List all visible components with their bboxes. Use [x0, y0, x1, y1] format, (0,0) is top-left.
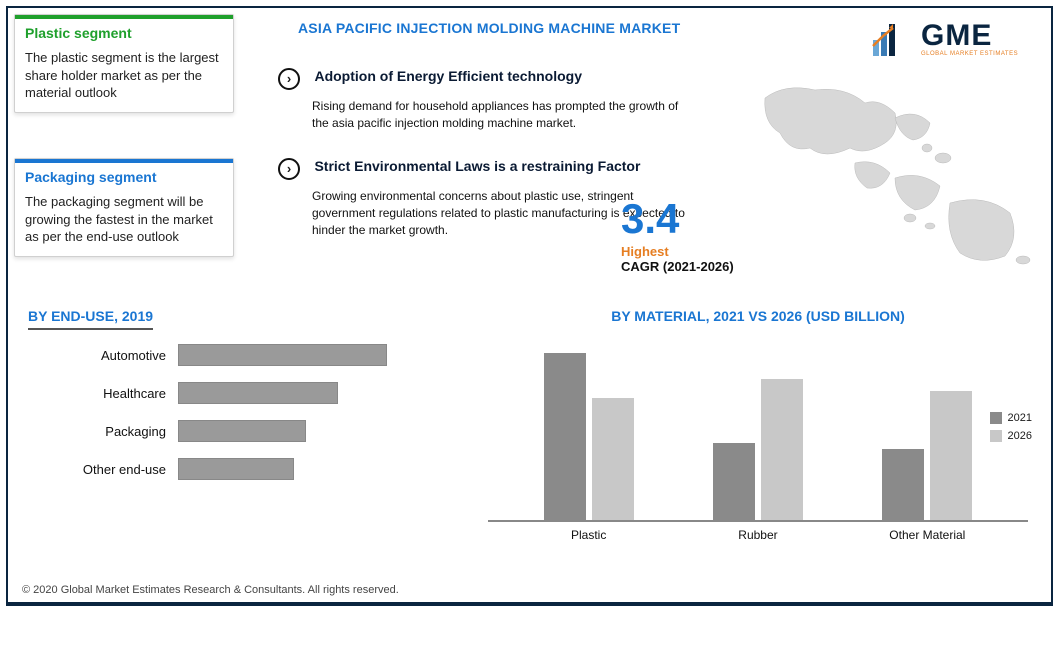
legend-label: 2026 [1008, 430, 1032, 442]
vbar [544, 353, 586, 520]
chevron-icon: › [278, 68, 300, 90]
hbar-label: Other end-use [28, 462, 178, 477]
callout-title: Packaging segment [25, 169, 223, 185]
hbar-fill [178, 382, 338, 404]
hbar-track [178, 458, 468, 480]
detail-adoption: › Adoption of Energy Efficient technolog… [278, 68, 698, 132]
logo-icon [871, 20, 915, 58]
callout-body: The packaging segment will be growing th… [25, 193, 223, 246]
vbar-category-label: Rubber [738, 528, 777, 542]
vbar [930, 391, 972, 520]
cagr-label-period: CAGR (2021-2026) [621, 259, 751, 274]
vbar-group: Rubber [673, 379, 842, 520]
legend-row: 2021 [990, 412, 1032, 424]
vbar-group: Other Material [843, 391, 1012, 520]
vbar-group: Plastic [504, 353, 673, 520]
logo-text-wrap: GME GLOBAL MARKET ESTIMATES [921, 21, 1018, 57]
vbar-category-label: Other Material [889, 528, 965, 542]
hbar-row: Automotive [28, 344, 468, 366]
callout-accent-bar [15, 159, 233, 163]
cagr-stat: 3.4 Highest CAGR (2021-2026) [621, 198, 751, 274]
hbar-track [178, 382, 468, 404]
callout-packaging-segment: Packaging segment The packaging segment … [14, 158, 234, 257]
vbar-chart-body: PlasticRubberOther Material20212026 [488, 342, 1028, 522]
hbar-fill [178, 420, 306, 442]
legend-swatch [990, 412, 1002, 424]
hbar-track [178, 344, 468, 366]
detail-title: Strict Environmental Laws is a restraini… [314, 158, 640, 174]
vbar [592, 398, 634, 520]
end-use-chart: BY END-USE, 2019 Automotive Healthcare Pac… [28, 308, 468, 496]
hbar-label: Packaging [28, 424, 178, 439]
hbar-track [178, 420, 468, 442]
vbar [882, 449, 924, 520]
callout-body: The plastic segment is the largest share… [25, 49, 223, 102]
legend-row: 2026 [990, 430, 1032, 442]
hbar-fill [178, 458, 294, 480]
callout-title: Plastic segment [25, 25, 223, 41]
cagr-value: 3.4 [621, 198, 751, 240]
hbar-row: Packaging [28, 420, 468, 442]
callout-plastic-segment: Plastic segment The plastic segment is t… [14, 14, 234, 113]
callout-accent-bar [15, 15, 233, 19]
logo-block: GME GLOBAL MARKET ESTIMATES [871, 14, 1031, 64]
material-chart: BY MATERIAL, 2021 VS 2026 (USD BILLION) … [488, 308, 1028, 522]
hbar-label: Healthcare [28, 386, 178, 401]
copyright-text: © 2020 Global Market Estimates Research … [22, 584, 399, 596]
hbar-chart-body: Automotive Healthcare Packaging Other end-u… [28, 344, 468, 480]
infographic-frame: GME GLOBAL MARKET ESTIMATES Plastic segm… [6, 6, 1053, 606]
page-title: ASIA PACIFIC INJECTION MOLDING MACHINE M… [298, 20, 680, 36]
detail-title: Adoption of Energy Efficient technology [314, 68, 582, 84]
vbar [761, 379, 803, 520]
hbar-row: Other end-use [28, 458, 468, 480]
logo-text: GME [921, 21, 1018, 51]
chart-legend: 2021 2026 [990, 412, 1032, 448]
logo-subtext: GLOBAL MARKET ESTIMATES [921, 51, 1018, 57]
legend-swatch [990, 430, 1002, 442]
chart-title: BY MATERIAL, 2021 VS 2026 (USD BILLION) [488, 308, 1028, 332]
chart-title: BY END-USE, 2019 [28, 308, 153, 330]
legend-label: 2021 [1008, 412, 1032, 424]
hbar-fill [178, 344, 387, 366]
hbar-row: Healthcare [28, 382, 468, 404]
hbar-label: Automotive [28, 348, 178, 363]
vbar [713, 443, 755, 520]
chevron-icon: › [278, 158, 300, 180]
vbar-category-label: Plastic [571, 528, 606, 542]
cagr-label-highest: Highest [621, 244, 751, 259]
detail-body: Rising demand for household appliances h… [312, 98, 698, 132]
asia-pacific-map [755, 78, 1045, 268]
